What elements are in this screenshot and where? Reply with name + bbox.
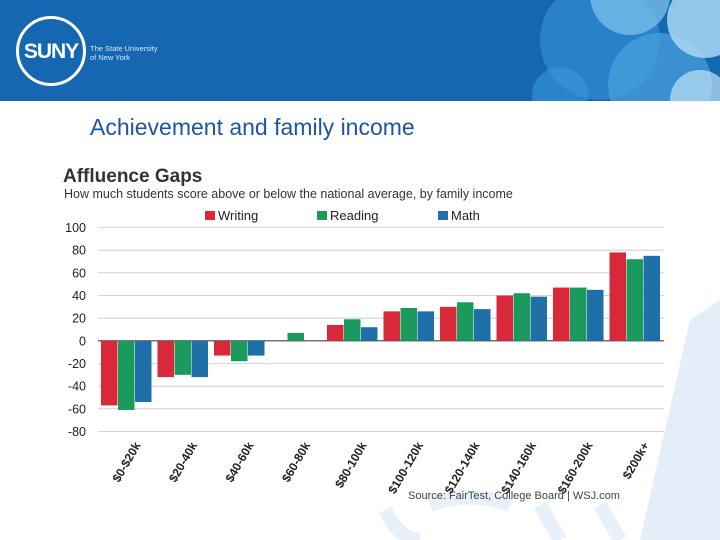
logo-subtitle-line1: The State University bbox=[90, 44, 158, 53]
y-tick-label: 80 bbox=[72, 244, 86, 258]
header-banner: SUNY The State University of New York bbox=[0, 0, 720, 101]
bar-math bbox=[248, 340, 265, 356]
bar-math bbox=[417, 311, 434, 341]
bar-reading bbox=[287, 332, 304, 341]
x-tick-label: $160-200k bbox=[555, 439, 596, 496]
bar-math bbox=[474, 309, 491, 341]
x-tick-label: $60-80k bbox=[279, 439, 313, 484]
bar-writing bbox=[609, 252, 626, 341]
slide-title: Achievement and family income bbox=[90, 114, 415, 140]
bar-writing bbox=[496, 295, 513, 341]
y-tick-label: -80 bbox=[68, 425, 86, 439]
legend-label-reading: Reading bbox=[330, 208, 378, 223]
y-tick-label: -20 bbox=[68, 357, 86, 371]
y-tick-label: 20 bbox=[72, 312, 86, 326]
bar-math bbox=[191, 340, 208, 378]
y-tick-label: -40 bbox=[68, 380, 86, 394]
chart-legend: Writing Reading Math bbox=[205, 208, 480, 223]
bar-writing bbox=[327, 324, 344, 341]
legend-swatch-math bbox=[438, 211, 448, 220]
bar-reading bbox=[457, 302, 474, 341]
decorative-circles bbox=[532, 0, 720, 101]
chart-source: Source: FairTest, College Board | WSJ.co… bbox=[408, 490, 620, 502]
x-tick-label: $80-100k bbox=[332, 439, 370, 490]
bar-math bbox=[361, 327, 378, 341]
logo-subtitle-line2: of New York bbox=[90, 53, 131, 62]
legend-label-writing: Writing bbox=[218, 208, 258, 223]
bar-reading bbox=[118, 340, 135, 410]
y-tick-label: 60 bbox=[72, 266, 86, 280]
chart-title: Affluence Gaps bbox=[63, 166, 202, 187]
bar-reading bbox=[231, 340, 248, 362]
bar-reading bbox=[570, 287, 587, 341]
bar-reading bbox=[400, 307, 417, 341]
bar-reading bbox=[174, 340, 191, 375]
bar-reading bbox=[513, 293, 530, 341]
bar-reading bbox=[344, 319, 361, 341]
x-tick-label: $140-160k bbox=[498, 439, 539, 496]
logo-text: SUNY bbox=[23, 40, 79, 63]
bar-writing bbox=[157, 340, 174, 378]
chart-bars bbox=[101, 252, 660, 410]
legend-swatch-writing bbox=[205, 211, 215, 220]
x-tick-label: $200k+ bbox=[620, 440, 652, 482]
bar-math bbox=[643, 255, 660, 341]
x-tick-label: $120-140k bbox=[442, 439, 483, 496]
y-tick-label: 0 bbox=[79, 334, 86, 348]
y-tick-label: 40 bbox=[72, 289, 86, 303]
bar-writing bbox=[440, 306, 457, 341]
y-tick-label: 100 bbox=[65, 221, 86, 235]
x-tick-label: $0-$20k bbox=[109, 439, 143, 484]
bar-writing bbox=[553, 287, 570, 341]
x-tick-label: $20-40k bbox=[166, 439, 200, 484]
y-tick-label: -60 bbox=[68, 402, 86, 416]
bar-writing bbox=[383, 311, 400, 341]
x-axis-labels: $0-$20k $20-40k $40-60k $60-80k $80-100k $100… bbox=[109, 439, 652, 496]
x-tick-label: $100-120k bbox=[385, 439, 426, 496]
bar-math bbox=[530, 296, 547, 341]
legend-label-math: Math bbox=[451, 208, 480, 223]
bar-writing bbox=[214, 340, 231, 356]
bar-math bbox=[587, 289, 604, 341]
bar-math bbox=[135, 340, 152, 403]
x-tick-label: $40-60k bbox=[222, 439, 256, 484]
chart-subtitle: How much students score above or below t… bbox=[64, 187, 513, 201]
bar-reading bbox=[626, 259, 643, 341]
bar-writing bbox=[101, 340, 118, 406]
suny-logo: SUNY bbox=[16, 16, 86, 86]
legend-swatch-reading bbox=[317, 211, 327, 220]
